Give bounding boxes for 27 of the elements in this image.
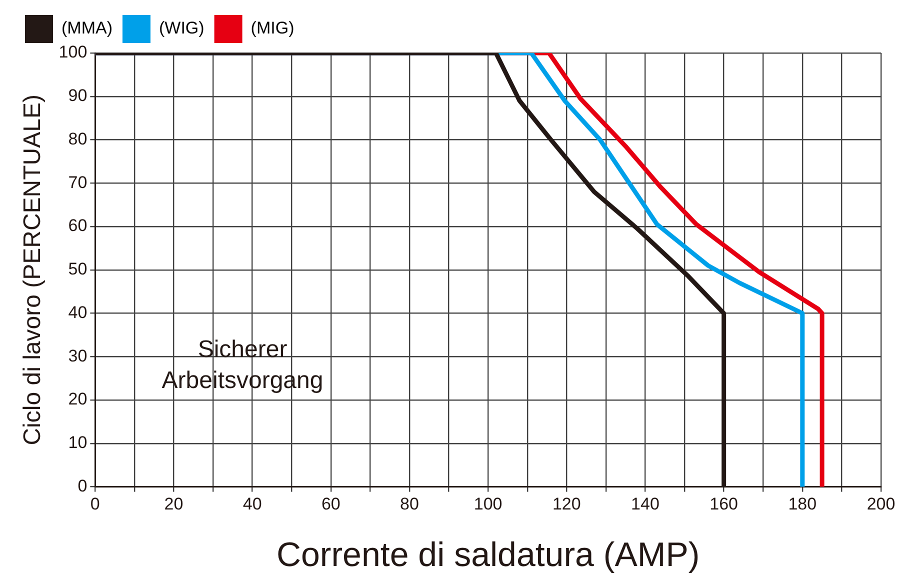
legend-label: (WIG) xyxy=(158,18,204,38)
x-axis-title: Corrente di saldatura (AMP) xyxy=(276,536,700,574)
legend-label: (MMA) xyxy=(62,18,112,38)
x-tick-label: 120 xyxy=(552,494,581,514)
x-tick-label: 160 xyxy=(710,494,738,514)
y-tick-label: 90 xyxy=(68,86,88,106)
y-tick-label: 50 xyxy=(68,260,88,279)
y-tick-label: 20 xyxy=(68,390,88,409)
y-tick-label: 0 xyxy=(78,476,88,496)
x-tick-label: 40 xyxy=(242,494,262,514)
y-tick-label: 100 xyxy=(58,42,88,62)
y-tick-label: 60 xyxy=(68,216,88,236)
x-tick-label: 20 xyxy=(164,494,184,514)
legend-label: (MIG) xyxy=(250,18,294,38)
x-tick-label: 0 xyxy=(90,494,100,514)
x-tick-label: 140 xyxy=(631,494,660,514)
y-tick-label: 40 xyxy=(68,302,88,322)
x-tick-label: 60 xyxy=(321,494,340,514)
y-tick-label: 10 xyxy=(68,433,88,452)
x-tick-label: 80 xyxy=(400,494,419,514)
x-tick-label: 100 xyxy=(474,494,502,514)
y-tick-label: 80 xyxy=(68,129,88,148)
y-axis-title: Ciclo di lavoro (PERCENTUALE) xyxy=(19,94,46,446)
y-tick-label: 70 xyxy=(68,172,88,192)
y-tick-label: 30 xyxy=(68,346,88,366)
x-tick-label: 180 xyxy=(788,494,817,514)
x-tick-label: 200 xyxy=(866,494,896,514)
